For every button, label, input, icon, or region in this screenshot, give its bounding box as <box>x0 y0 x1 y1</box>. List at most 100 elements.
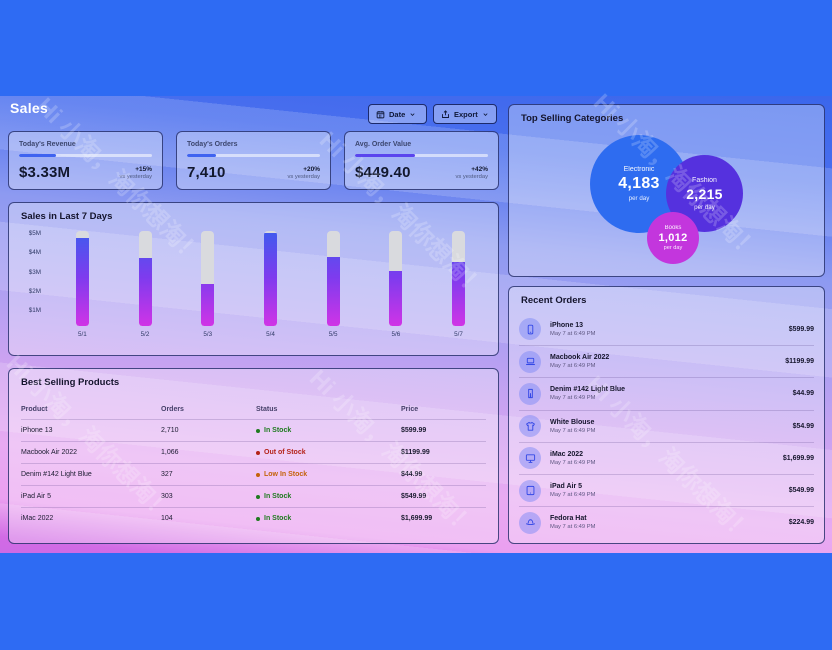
export-button-label: Export <box>454 109 478 119</box>
stat-delta: +15% vs yesterday <box>119 166 152 181</box>
stat-delta-note: vs yesterday <box>119 173 152 180</box>
order-name: Denim #142 Light Blue <box>550 386 626 394</box>
order-time: May 7 at 6:49 PM <box>550 492 596 499</box>
product-orders: 2,710 <box>161 427 179 434</box>
y-axis-tick: $3M <box>28 269 41 276</box>
product-price: $1,699.99 <box>401 515 433 522</box>
chart-title: Sales in Last 7 Days <box>21 211 113 222</box>
products-table: Product Orders Status Price iPhone 13 2,… <box>21 399 486 529</box>
stat-delta-note: vs yesterday <box>287 173 320 180</box>
column-header-product: Product <box>21 405 48 413</box>
column-header-orders: Orders <box>161 405 184 413</box>
chevron-down-icon <box>409 111 416 118</box>
orders-list: iPhone 13 May 7 at 6:49 PM $599.99 Macboo… <box>519 313 814 538</box>
progress-bar <box>355 154 488 157</box>
x-axis-tick: 5/2 <box>140 331 150 338</box>
status-badge: In Stock <box>256 427 401 434</box>
jeans-icon <box>519 382 541 405</box>
laptop-icon <box>519 350 541 373</box>
stat-delta-pct: +42% <box>471 165 488 173</box>
bubble-value: 1,012 <box>658 232 688 244</box>
order-name: iPad Air 5 <box>550 483 583 491</box>
product-price: $549.99 <box>401 493 427 500</box>
bubble-value: 4,183 <box>618 175 660 192</box>
status-text: Out of Stock <box>264 449 306 456</box>
stat-delta-pct: +15% <box>135 165 152 173</box>
order-time: May 7 at 6:49 PM <box>550 395 596 402</box>
x-axis-tick: 5/1 <box>77 331 87 338</box>
bubble-note: per day <box>628 195 650 202</box>
stat-delta-pct: +20% <box>303 165 320 173</box>
x-axis-tick: 5/6 <box>391 331 401 338</box>
status-badge: In Stock <box>256 493 401 500</box>
order-list-item: iPhone 13 May 7 at 6:49 PM $599.99 <box>519 313 814 345</box>
progress-fill <box>355 154 415 157</box>
bar-fill <box>389 271 403 326</box>
order-time: May 7 at 6:49 PM <box>550 427 596 434</box>
x-axis-tick: 5/3 <box>203 331 213 338</box>
y-axis-tick: $1M <box>28 307 41 314</box>
bubble-label: Books <box>664 225 682 231</box>
bar-fill <box>263 232 277 326</box>
order-name: iMac 2022 <box>550 450 584 458</box>
order-name: White Blouse <box>550 418 595 426</box>
product-price: $599.99 <box>401 427 427 434</box>
status-badge: Low In Stock <box>256 471 401 478</box>
product-price: $1199.99 <box>401 449 430 456</box>
table-row: Macbook Air 2022 1,066 Out of Stock $119… <box>21 441 486 463</box>
product-orders: 1,066 <box>161 449 179 456</box>
column-header-price: Price <box>401 405 419 413</box>
product-orders: 104 <box>161 515 173 522</box>
phone-icon <box>519 318 541 341</box>
stat-card-orders: Today's Orders 7,410 +20% vs yesterday <box>176 131 331 190</box>
product-name: iPad Air 5 <box>21 493 51 500</box>
table-header-row: Product Orders Status Price <box>21 399 486 419</box>
order-list-item: Fedora Hat May 7 at 6:49 PM $224.99 <box>519 506 814 538</box>
order-price: $549.99 <box>788 487 814 495</box>
order-time: May 7 at 6:49 PM <box>550 459 596 466</box>
order-name: iPhone 13 <box>550 321 584 329</box>
status-text: In Stock <box>264 427 292 434</box>
stat-card-revenue: Today's Revenue $3.33M +15% vs yesterday <box>8 131 163 190</box>
export-icon <box>441 109 450 119</box>
order-name: Fedora Hat <box>550 515 587 523</box>
product-name: iMac 2022 <box>21 515 54 522</box>
bubble-note: per day <box>694 203 715 211</box>
stat-value: $3.33M <box>19 164 71 181</box>
stat-value: 7,410 <box>187 164 226 181</box>
status-dot-icon <box>256 516 260 521</box>
status-dot-icon <box>256 472 260 477</box>
y-axis-tick: $4M <box>28 249 41 256</box>
bar-day-6 <box>389 231 403 326</box>
chevron-down-icon <box>482 111 489 118</box>
product-name: iPhone 13 <box>21 427 53 434</box>
status-text: Low In Stock <box>264 471 308 478</box>
order-list-item: White Blouse May 7 at 6:49 PM $54.99 <box>519 409 814 442</box>
x-axis-labels: 5/1 5/2 5/3 5/4 5/5 5/6 5/7 <box>51 331 490 338</box>
y-axis-tick: $5M <box>28 230 41 237</box>
stat-label: Today's Revenue <box>19 141 76 148</box>
column-header-status: Status <box>256 405 278 413</box>
recent-orders-card: Recent Orders iPhone 13 May 7 at 6:49 PM … <box>508 286 825 544</box>
stat-value: $449.40 <box>355 164 411 181</box>
date-button[interactable]: Date <box>368 104 427 124</box>
bubble-label: Electronic <box>623 166 655 173</box>
sales-chart-card: Sales in Last 7 Days $5M $4M $3M $2M $1M… <box>8 202 499 356</box>
order-price: $224.99 <box>788 519 814 527</box>
bar-fill <box>326 256 340 326</box>
order-time: May 7 at 6:49 PM <box>550 363 596 370</box>
product-price: $44.99 <box>401 471 423 478</box>
status-badge: Out of Stock <box>256 449 401 456</box>
status-dot-icon <box>256 450 260 455</box>
calendar-icon <box>376 110 385 119</box>
x-axis-tick: 5/7 <box>454 331 463 338</box>
top-selling-categories-card: Top Selling Categories Electronic 4,183 … <box>508 104 825 277</box>
bubble-note: per day <box>663 245 683 251</box>
hat-icon <box>519 511 541 534</box>
order-time: May 7 at 6:49 PM <box>550 524 596 531</box>
best-selling-products-card: Best Selling Products Product Orders Sta… <box>8 368 499 544</box>
stat-label: Avg. Order Value <box>355 141 412 148</box>
status-dot-icon <box>256 428 260 433</box>
export-button[interactable]: Export <box>433 104 497 124</box>
